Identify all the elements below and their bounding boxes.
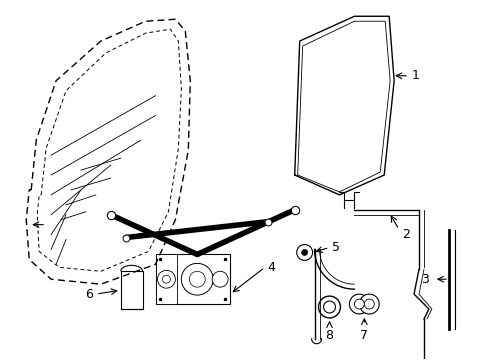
Circle shape bbox=[318, 296, 340, 318]
Circle shape bbox=[301, 249, 307, 255]
Text: 5: 5 bbox=[332, 241, 340, 254]
Circle shape bbox=[349, 294, 368, 314]
Text: 8: 8 bbox=[325, 329, 333, 342]
Circle shape bbox=[189, 271, 205, 287]
Circle shape bbox=[354, 299, 364, 309]
Circle shape bbox=[364, 299, 373, 309]
Circle shape bbox=[359, 294, 379, 314]
Circle shape bbox=[296, 244, 312, 260]
Text: 1: 1 bbox=[411, 69, 419, 82]
Circle shape bbox=[162, 275, 170, 283]
Text: 6: 6 bbox=[85, 288, 93, 301]
Text: 2: 2 bbox=[401, 228, 409, 241]
Circle shape bbox=[181, 264, 213, 295]
Bar bbox=[121, 271, 142, 309]
Circle shape bbox=[212, 271, 227, 287]
Bar bbox=[155, 255, 230, 304]
Circle shape bbox=[157, 270, 175, 288]
Circle shape bbox=[323, 301, 335, 313]
Text: 4: 4 bbox=[267, 261, 275, 274]
Text: 7: 7 bbox=[360, 329, 367, 342]
Text: 3: 3 bbox=[420, 273, 428, 286]
Bar bbox=[155, 255, 177, 304]
